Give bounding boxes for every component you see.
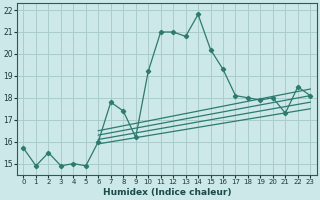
- X-axis label: Humidex (Indice chaleur): Humidex (Indice chaleur): [103, 188, 231, 197]
